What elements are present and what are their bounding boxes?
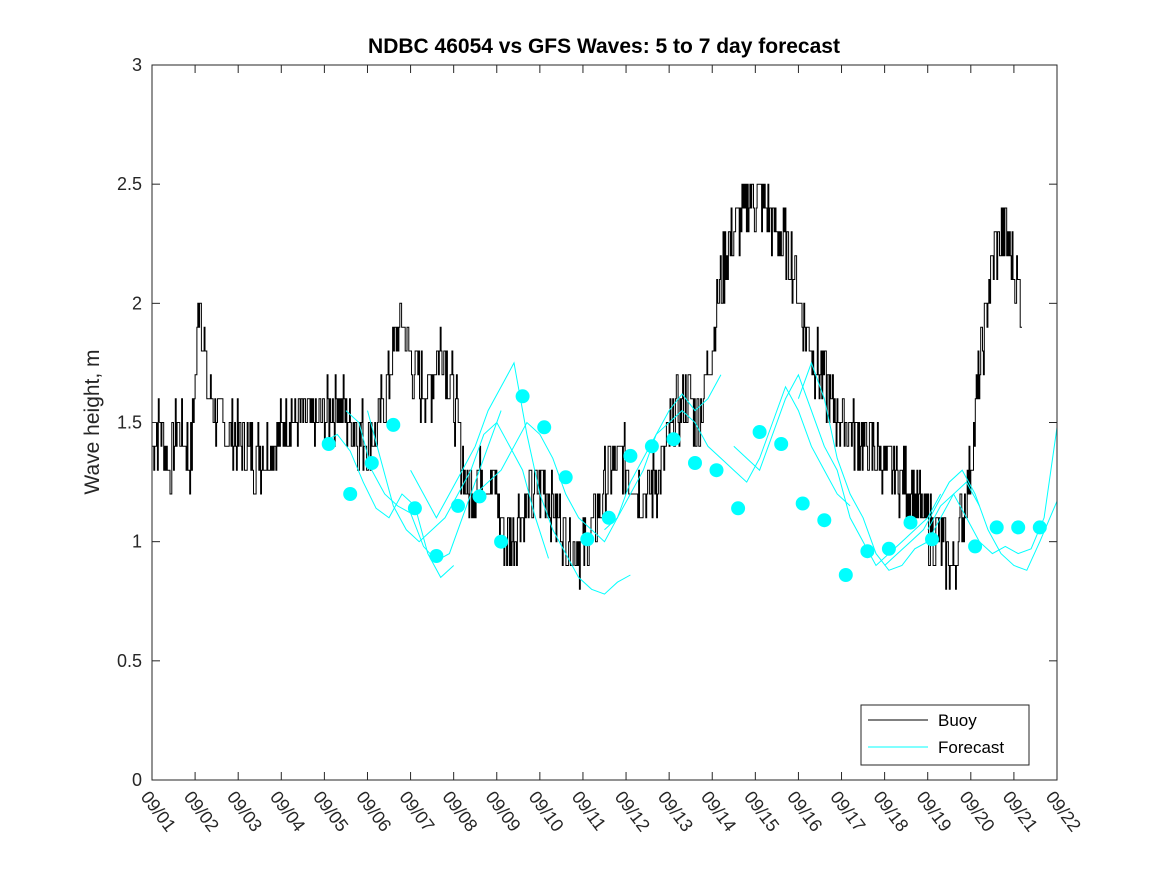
forecast-point bbox=[321, 437, 336, 451]
forecast-point bbox=[515, 389, 530, 404]
forecast-series-line bbox=[733, 373, 942, 567]
forecast-point bbox=[407, 501, 422, 516]
forecast-point bbox=[623, 448, 638, 463]
forecast-point bbox=[429, 549, 444, 563]
plot-area bbox=[152, 65, 1057, 780]
forecast-point bbox=[795, 496, 810, 511]
forecast-point bbox=[666, 432, 681, 447]
forecast-point bbox=[752, 425, 767, 439]
forecast-point bbox=[838, 568, 853, 582]
forecast-point bbox=[644, 439, 659, 454]
chart-title: NDBC 46054 vs GFS Waves: 5 to 7 day fore… bbox=[368, 35, 840, 58]
forecast-point bbox=[1011, 520, 1026, 535]
y-tick-label: 1 bbox=[132, 532, 142, 552]
y-tick-label: 1.5 bbox=[117, 413, 142, 433]
forecast-point bbox=[451, 498, 465, 513]
forecast-point bbox=[925, 532, 939, 547]
legend-buoy-label: Buoy bbox=[938, 711, 977, 730]
forecast-point bbox=[817, 513, 832, 528]
forecast-point bbox=[1032, 520, 1047, 535]
forecast-point bbox=[386, 417, 401, 432]
forecast-point bbox=[731, 501, 746, 516]
forecast-series-line bbox=[927, 427, 1058, 555]
forecast-point bbox=[709, 463, 724, 478]
legend-box bbox=[860, 704, 1030, 766]
series-layer bbox=[152, 183, 1058, 595]
forecast-point bbox=[472, 489, 487, 504]
forecast-point bbox=[343, 487, 358, 501]
y-tick-label: 3 bbox=[132, 55, 142, 75]
forecast-point bbox=[989, 520, 1004, 535]
y-tick-label: 2.5 bbox=[117, 174, 142, 194]
forecast-point bbox=[494, 534, 509, 549]
y-tick-label: 0.5 bbox=[117, 651, 142, 671]
forecast-series-line bbox=[797, 361, 980, 571]
y-tick-label: 2 bbox=[132, 293, 142, 313]
y-tick-label: 0 bbox=[132, 770, 142, 790]
forecast-series-line bbox=[884, 469, 1058, 571]
forecast-point bbox=[580, 532, 595, 547]
forecast-point bbox=[364, 456, 379, 470]
forecast-point bbox=[688, 456, 702, 470]
legend-forecast-label: Forecast bbox=[938, 738, 1004, 757]
forecast-point bbox=[860, 544, 875, 559]
legend: Buoy Forecast bbox=[860, 704, 1030, 766]
forecast-point bbox=[558, 470, 573, 485]
forecast-point bbox=[774, 437, 789, 451]
forecast-point bbox=[601, 510, 616, 525]
forecast-series-line bbox=[604, 385, 851, 531]
forecast-series-line bbox=[324, 433, 455, 579]
forecast-point bbox=[968, 539, 983, 554]
forecast-point bbox=[537, 420, 552, 435]
forecast-point bbox=[903, 515, 918, 530]
forecast-point bbox=[881, 541, 896, 556]
forecast-series-line bbox=[345, 410, 502, 562]
forecast-series-line bbox=[474, 374, 722, 543]
forecast-series-line bbox=[367, 410, 549, 559]
y-axis-label: Wave height, m bbox=[81, 349, 104, 494]
